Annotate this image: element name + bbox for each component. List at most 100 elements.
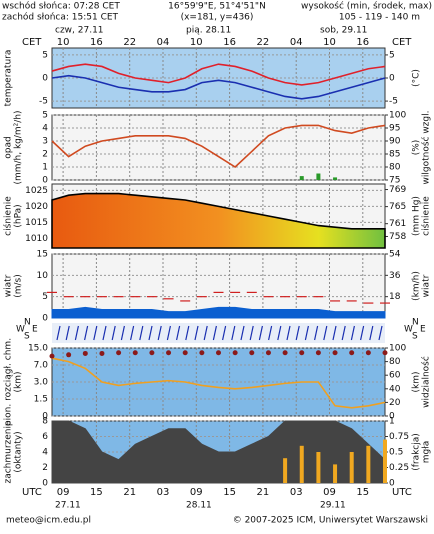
y-tick-label: 4 [42,124,48,134]
dot [365,350,371,356]
coords: 16°59'9"E, 51°4'51"N [168,2,266,12]
y2-tick-label: 769 [389,185,406,195]
cet-label: 22 [257,37,270,48]
dot [382,350,388,356]
y-tick-label: 0 [42,314,48,324]
axis-label: pion. rozciągł. chm. [4,338,14,426]
wind-arrow [314,325,319,341]
bar [283,458,288,483]
y2-tick-label: 40 [389,384,401,394]
bar [299,445,304,483]
y2-tick-label: 765 [389,202,406,212]
axis-label: (mm Hg) [412,196,422,236]
day: pią. 28.11 [186,26,231,36]
axis-label: ciśnienie [421,196,432,236]
y2-tick-label: 90 [389,137,401,147]
wind-arrow [157,325,162,341]
bar [316,173,321,180]
axis-label: widzialność [421,356,432,408]
axis-label: (km) [14,371,24,392]
y-tick-label: 0 [42,176,48,186]
y-tick-label: 10 [37,271,49,281]
wind-arrow [295,325,300,341]
y-tick-label: 5 [42,111,48,121]
axis-label: ciśnienie [3,196,14,236]
wind-arrow [102,325,107,341]
wind-arrow [139,325,144,341]
y2-tick-label: 18 [389,292,401,302]
wind-arrow [111,325,116,341]
dot [166,350,172,356]
bar [333,464,338,483]
day: czw, 27.11 [55,26,104,36]
cet-label: 04 [290,37,303,48]
y-tick-label: -5 [39,97,48,107]
dot [66,352,72,358]
bar [299,176,304,180]
top-zone: CET [392,37,412,48]
axis-label: (mm/h, kg/m²/h) [14,110,24,184]
y-tick-label: 1020 [25,202,48,212]
series-line [51,357,386,409]
series-line [51,74,386,100]
y2-tick-label: 0.25 [389,463,409,473]
utc-label: 09 [57,487,70,498]
y-tick-label: 8 [42,417,48,427]
cet-label: 16 [356,37,369,48]
wind-arrow [65,325,70,341]
dir: S [24,332,30,342]
y-tick-label: 2 [42,463,48,473]
utc-label: 03 [157,487,170,498]
wind-arrow [166,325,171,341]
axis-label: wiatr [422,274,432,297]
utc-label: 15 [223,487,236,498]
y2-tick-label: 5 [389,50,395,60]
wind-arrow [323,325,328,341]
axis-label: (km) [412,371,422,392]
y2-tick-label: 1 [389,417,395,427]
dot [149,350,155,356]
y2-tick-label: 761 [389,219,406,229]
series-line [51,63,386,86]
dot [349,350,355,356]
y2-tick-label: 54 [389,250,401,260]
bar [366,445,371,483]
copyright: © 2007-2025 ICM, Uniwersytet Warszawski [233,516,428,526]
utc-label: 15 [356,487,369,498]
series-line [51,124,386,169]
bar [383,439,387,483]
y-tick-label: 5 [42,50,48,60]
dot [49,353,55,359]
wind-arrow [203,325,208,341]
arrow-row [52,323,385,343]
wind-arrow [258,325,263,341]
dir: W [16,325,25,335]
y-tick-label: 1010 [25,234,48,244]
y-tick-label: 15.0 [28,344,48,354]
y2-tick-label: 75 [389,176,400,186]
dir: W [404,325,413,335]
wind-arrow [268,325,273,341]
wind-arrow [277,325,282,341]
utc-label: 15 [90,487,103,498]
dir: N [24,318,31,328]
dot [182,350,188,356]
y2-tick-label: 0.75 [389,432,409,442]
cet-label: 10 [323,37,336,48]
dot [216,350,221,356]
y-tick-label: 7.0 [34,361,49,371]
wind-arrow [84,325,89,341]
y2-tick-label: 80 [389,163,401,173]
axis-label: temperatura [4,50,14,107]
day: 29.11 [320,501,346,511]
axis-label: (hPa) [14,204,24,227]
wind-arrow [240,325,245,341]
axis-label: (oktanty) [14,431,24,472]
cet-label: 22 [123,37,136,48]
dot [299,350,305,356]
axis-label: (°C) [412,69,422,87]
wind-arrow [93,325,98,341]
axis-label: (m/s) [14,274,24,298]
wind-arrow [231,325,236,341]
cet-label: 10 [57,37,70,48]
